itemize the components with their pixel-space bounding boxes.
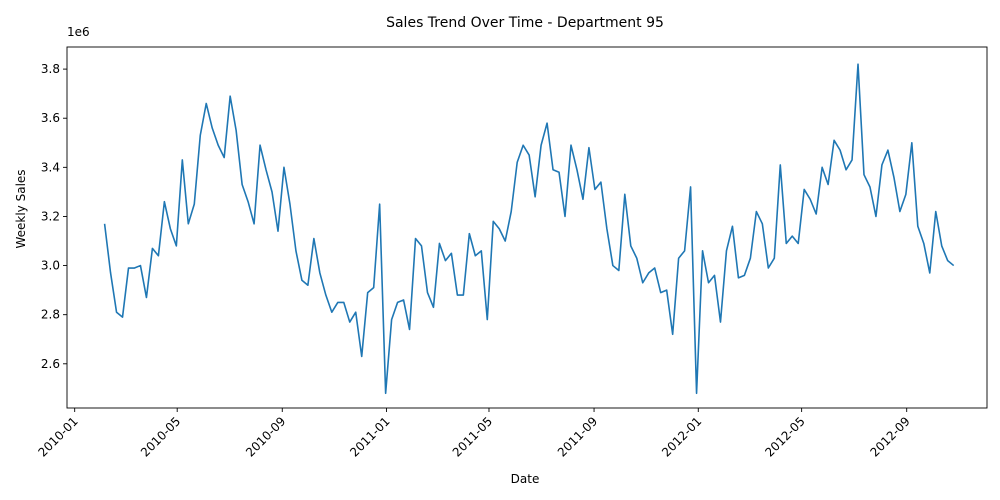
y-tick-label: 3.2: [41, 209, 60, 223]
y-tick-label: 3.0: [41, 259, 60, 273]
x-tick-label: 2011-05: [450, 414, 495, 459]
x-tick-label: 2010-05: [138, 414, 183, 459]
x-tick-label: 2012-05: [762, 414, 807, 459]
y-tick-label: 3.4: [41, 160, 60, 174]
x-axis-label: Date: [511, 472, 540, 486]
y-tick-label: 2.8: [41, 308, 60, 322]
y-axis-label: Weekly Sales: [14, 169, 28, 248]
x-axis: 2010-01 2010-05 2010-09 2011-01 2011-05 2011-…: [35, 408, 913, 460]
x-tick-label: 2012-01: [659, 414, 704, 459]
x-tick-label: 2010-09: [243, 414, 288, 459]
x-tick-label: 2010-01: [35, 414, 80, 459]
x-tick-label: 2011-01: [347, 414, 392, 459]
y-axis: 2.6 2.8 3.0 3.2 3.4 3.6 3.8: [41, 62, 67, 371]
chart-title: Sales Trend Over Time - Department 95: [386, 15, 664, 31]
y-tick-label: 3.8: [41, 62, 60, 76]
plot-frame: [66, 46, 988, 409]
y-scale-label: 1e6: [67, 25, 90, 39]
x-tick-label: 2011-09: [555, 414, 600, 459]
y-tick-label: 2.6: [41, 357, 60, 371]
x-tick-label: 2012-09: [867, 414, 912, 459]
plot-area: [66, 46, 988, 409]
series-line: [103, 63, 955, 395]
y-tick-label: 3.6: [41, 111, 60, 125]
